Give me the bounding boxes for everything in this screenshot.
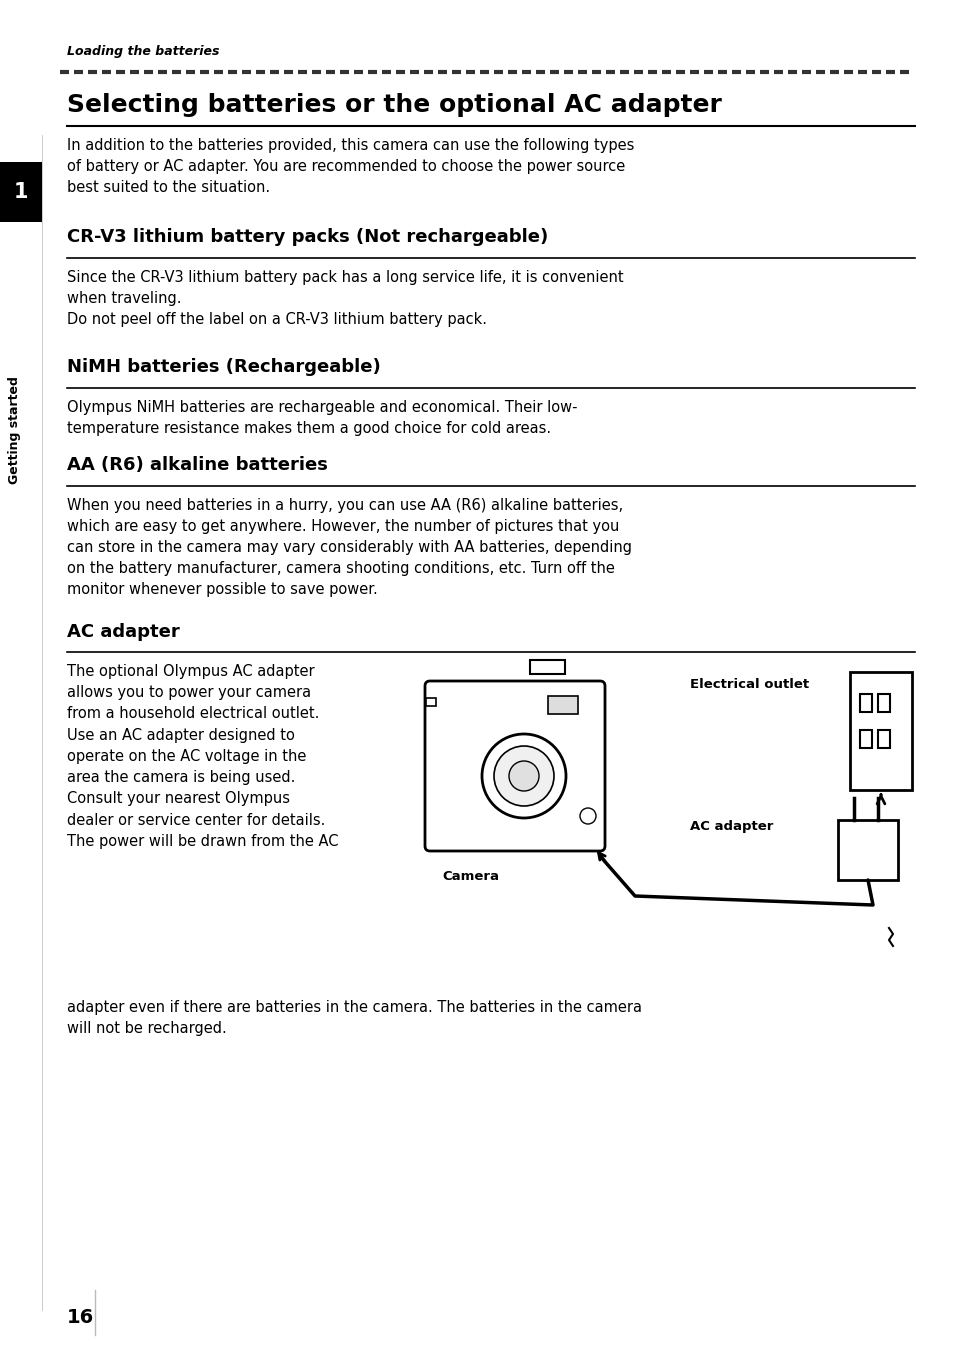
Bar (426, 698, 436, 706)
Text: AC adapter: AC adapter (67, 623, 179, 642)
Text: 16: 16 (67, 1307, 94, 1328)
Text: Olympus NiMH batteries are rechargeable and economical. Their low-
temperature r: Olympus NiMH batteries are rechargeable … (67, 399, 577, 436)
Circle shape (579, 808, 596, 824)
Text: When you need batteries in a hurry, you can use AA (R6) alkaline batteries,
whic: When you need batteries in a hurry, you … (67, 498, 631, 597)
Circle shape (481, 734, 565, 818)
Text: Electrical outlet: Electrical outlet (689, 678, 808, 691)
Text: Since the CR-V3 lithium battery pack has a long service life, it is convenient
w: Since the CR-V3 lithium battery pack has… (67, 270, 623, 327)
Text: CR-V3 lithium battery packs (Not rechargeable): CR-V3 lithium battery packs (Not recharg… (67, 229, 548, 246)
Bar (877, 694, 889, 712)
Text: AC adapter: AC adapter (689, 820, 773, 833)
Text: Getting started: Getting started (9, 377, 22, 484)
Text: NiMH batteries (Rechargeable): NiMH batteries (Rechargeable) (67, 358, 380, 377)
Bar (877, 730, 889, 748)
Bar (0, 161, 42, 222)
Circle shape (509, 761, 538, 791)
Text: AA (R6) alkaline batteries: AA (R6) alkaline batteries (67, 456, 328, 473)
Text: Selecting batteries or the optional AC adapter: Selecting batteries or the optional AC a… (67, 93, 721, 117)
Text: adapter even if there are batteries in the camera. The batteries in the camera
w: adapter even if there are batteries in t… (67, 999, 641, 1036)
Bar (837, 820, 897, 880)
Bar (530, 660, 564, 674)
FancyBboxPatch shape (424, 681, 604, 851)
Bar (859, 694, 871, 712)
Circle shape (494, 746, 554, 806)
Bar (859, 730, 871, 748)
Text: The optional Olympus AC adapter
allows you to power your camera
from a household: The optional Olympus AC adapter allows y… (67, 664, 338, 849)
Bar (849, 672, 911, 790)
Bar (547, 695, 578, 714)
Text: Loading the batteries: Loading the batteries (67, 44, 219, 58)
Text: Camera: Camera (441, 870, 498, 884)
Text: 1: 1 (13, 182, 29, 202)
Text: In addition to the batteries provided, this camera can use the following types
o: In addition to the batteries provided, t… (67, 139, 634, 195)
